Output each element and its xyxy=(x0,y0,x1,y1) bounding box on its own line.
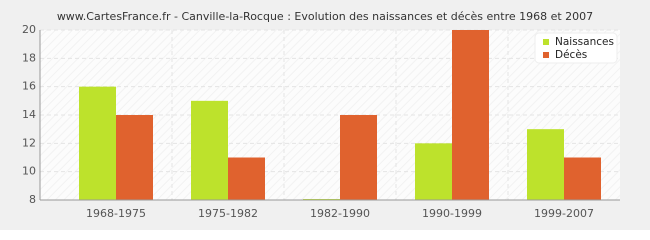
y-tick-label: 8 xyxy=(29,193,36,206)
x-tick-label: 1999-2007 xyxy=(534,207,594,220)
y-tick-label: 12 xyxy=(22,136,36,149)
legend-box xyxy=(534,32,618,64)
bar xyxy=(79,86,116,200)
y-tick-label: 10 xyxy=(22,165,36,178)
legend-label: Décès xyxy=(555,49,587,61)
x-tick-label: 1982-1990 xyxy=(310,207,370,220)
x-tick-label: 1968-1975 xyxy=(86,207,146,220)
chart-title: www.CartesFrance.fr - Canville-la-Rocque… xyxy=(57,10,593,23)
legend-label: Naissances xyxy=(555,36,614,48)
bar xyxy=(527,129,564,200)
y-tick-label: 20 xyxy=(22,23,36,36)
chart: www.CartesFrance.fr - Canville-la-Rocque… xyxy=(0,0,650,230)
x-tick-label: 1990-1999 xyxy=(422,207,482,220)
y-tick-label: 16 xyxy=(22,80,36,93)
y-tick-label: 14 xyxy=(22,108,36,121)
bar xyxy=(116,115,153,200)
legend-swatch xyxy=(543,52,549,58)
x-tick-label: 1975-1982 xyxy=(198,207,258,220)
bar xyxy=(564,157,601,200)
bar xyxy=(415,143,452,200)
bar xyxy=(340,115,377,200)
legend-swatch xyxy=(543,39,549,45)
y-tick-label: 18 xyxy=(22,51,36,64)
bar xyxy=(452,30,489,200)
bar xyxy=(228,157,265,200)
bar xyxy=(191,100,228,200)
